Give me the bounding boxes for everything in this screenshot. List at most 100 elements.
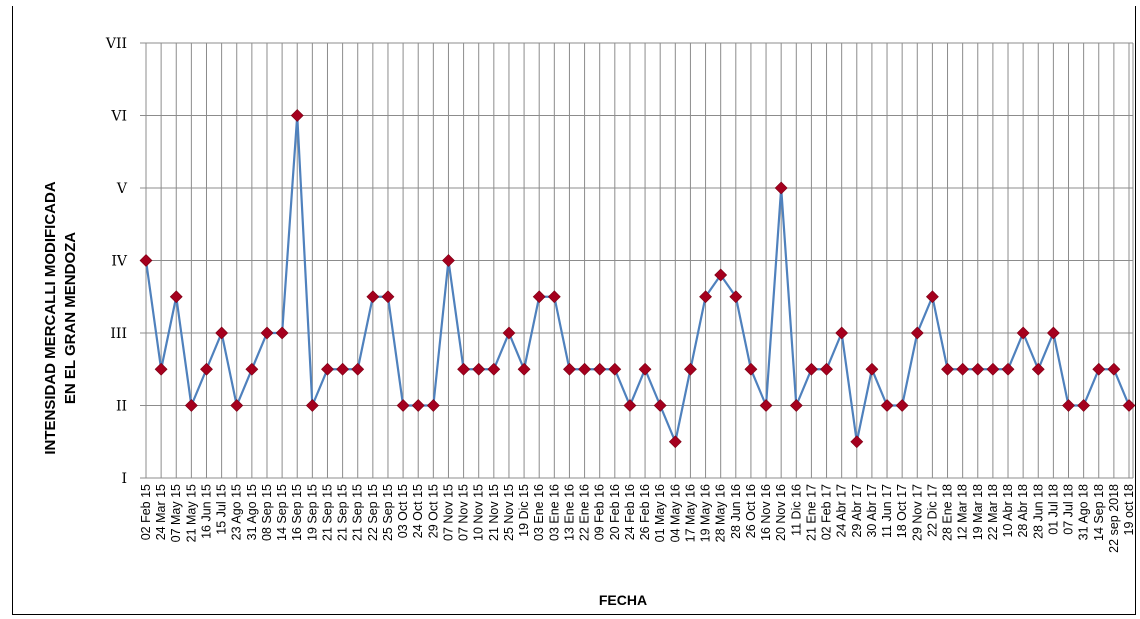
x-tick-label: 22 Sep 15: [366, 484, 380, 541]
data-point: [804, 362, 818, 376]
data-point: [880, 399, 894, 412]
data-point: [1016, 326, 1030, 340]
x-tick-label: 15 Jul 15: [215, 484, 229, 535]
x-tick-label: 16 Jun 15: [199, 484, 213, 539]
data-point: [850, 435, 864, 449]
y-tick-label: VI: [110, 109, 127, 125]
chart-frame: [12, 6, 1136, 615]
x-tick-label: 02 Feb 17: [820, 484, 834, 540]
x-tick-label: 28 Jun 18: [1031, 484, 1045, 539]
x-tick-label: 03 Ene 16: [547, 484, 561, 541]
data-point: [1062, 399, 1075, 412]
x-tick-label: 02 Feb 15: [139, 484, 153, 540]
data-point: [759, 399, 773, 412]
x-tick-label: 20 Feb 16: [608, 484, 622, 540]
x-tick-label: 28 Jun 16: [729, 484, 743, 539]
x-tick-label: 11 Jun 17: [880, 484, 894, 538]
data-point: [547, 290, 561, 304]
data-point: [426, 399, 440, 412]
data-point: [305, 399, 319, 412]
data-point: [411, 399, 425, 412]
x-tick-label: 28 Ene 18: [941, 484, 955, 541]
x-tick-label: 19 May 16: [699, 484, 713, 542]
data-point: [321, 362, 334, 376]
x-tick-label: 29 Abr 17: [850, 484, 864, 538]
data-point: [835, 326, 849, 340]
data-point: [789, 399, 803, 412]
data-point: [971, 362, 985, 376]
x-tick-label: 21 May 15: [184, 484, 198, 542]
x-tick-label: 21 Sep 15: [336, 484, 350, 541]
x-tick-label: 26 Feb 16: [638, 484, 652, 540]
data-point: [774, 181, 788, 195]
y-tick-label: I: [121, 471, 127, 487]
x-tick-label: 22 Ene 16: [578, 484, 592, 541]
data-point: [487, 362, 501, 376]
x-tick-label: 09 Feb 16: [593, 484, 607, 540]
x-tick-label: 17 May 16: [683, 484, 697, 542]
data-point: [653, 399, 667, 412]
x-tick-label: 28 May 16: [714, 484, 728, 542]
x-tick-label: 22 sep 2018: [1107, 484, 1121, 553]
data-point: [366, 290, 380, 304]
x-tick-label: 29 Nov 17: [910, 484, 924, 541]
x-tick-label: 19 oct 18: [1122, 484, 1136, 535]
x-axis-label: FECHA: [599, 592, 647, 608]
x-tick-label: 26 Oct 16: [744, 484, 758, 538]
x-tick-label: 11 Dic 16: [789, 484, 803, 536]
data-point: [1122, 399, 1136, 412]
x-tick-label: 16 Nov 16: [759, 484, 773, 541]
x-tick-label: 21 Sep 15: [320, 484, 334, 541]
data-point: [230, 399, 244, 412]
data-point: [895, 399, 909, 412]
data-point: [351, 362, 365, 376]
data-point: [1077, 399, 1091, 412]
x-tick-label: 08 Sep 15: [260, 484, 274, 541]
data-point: [608, 362, 622, 376]
x-tick-label: 29 Oct 15: [426, 484, 440, 538]
data-point: [578, 362, 591, 376]
data-point: [1046, 326, 1060, 340]
x-tick-label: 01 Jul 18: [1046, 484, 1060, 535]
x-tick-label: 04 May 16: [668, 484, 682, 542]
x-tick-label: 31 Ago 15: [245, 484, 259, 540]
data-point: [517, 362, 531, 376]
data-point: [472, 362, 486, 376]
x-tick-label: 20 Nov 16: [774, 484, 788, 541]
data-point: [260, 326, 274, 340]
x-tick-label: 18 Oct 17: [895, 484, 909, 538]
data-point: [1001, 362, 1015, 376]
data-point: [986, 362, 1000, 376]
x-tick-label: 22 Dic 17: [925, 484, 939, 537]
data-point: [169, 290, 183, 304]
y-tick-label: V: [116, 181, 128, 197]
data-point: [941, 362, 954, 376]
data-point: [184, 399, 198, 412]
x-tick-label: 24 Feb 16: [623, 484, 637, 540]
data-point: [154, 362, 168, 376]
x-tick-label: 25 Nov 15: [502, 484, 516, 541]
x-tick-label: 28 Abr 18: [1016, 484, 1030, 538]
data-point: [668, 435, 682, 449]
data-point: [956, 362, 970, 376]
x-tick-label: 10 Abr 18: [1001, 484, 1015, 538]
x-tick-label: 13 Ene 16: [562, 484, 576, 541]
data-point: [925, 290, 939, 304]
y-tick-label: II: [116, 399, 127, 415]
x-tick-labels: 02 Feb 15 24 Mar 15 07 May 15 21 May 15 16 J…: [139, 484, 1136, 553]
x-tick-label: 31 Ago 18: [1077, 484, 1091, 540]
x-tick-label: 30 Abr 17: [865, 484, 879, 538]
data-point: [910, 326, 924, 340]
data-point: [820, 362, 833, 376]
data-point: [684, 362, 697, 376]
data-point: [215, 326, 229, 340]
data-point: [139, 254, 153, 267]
x-tick-label: 16 Sep 15: [290, 484, 304, 541]
data-point: [396, 399, 410, 412]
data-point: [442, 254, 455, 267]
x-tick-label: 07 Jul 18: [1062, 484, 1076, 535]
x-tick-label: 19 Dic 15: [517, 484, 531, 537]
data-point: [638, 362, 652, 376]
y-axis-label-line2: EN EL GRAN MENDOZA: [62, 232, 79, 404]
